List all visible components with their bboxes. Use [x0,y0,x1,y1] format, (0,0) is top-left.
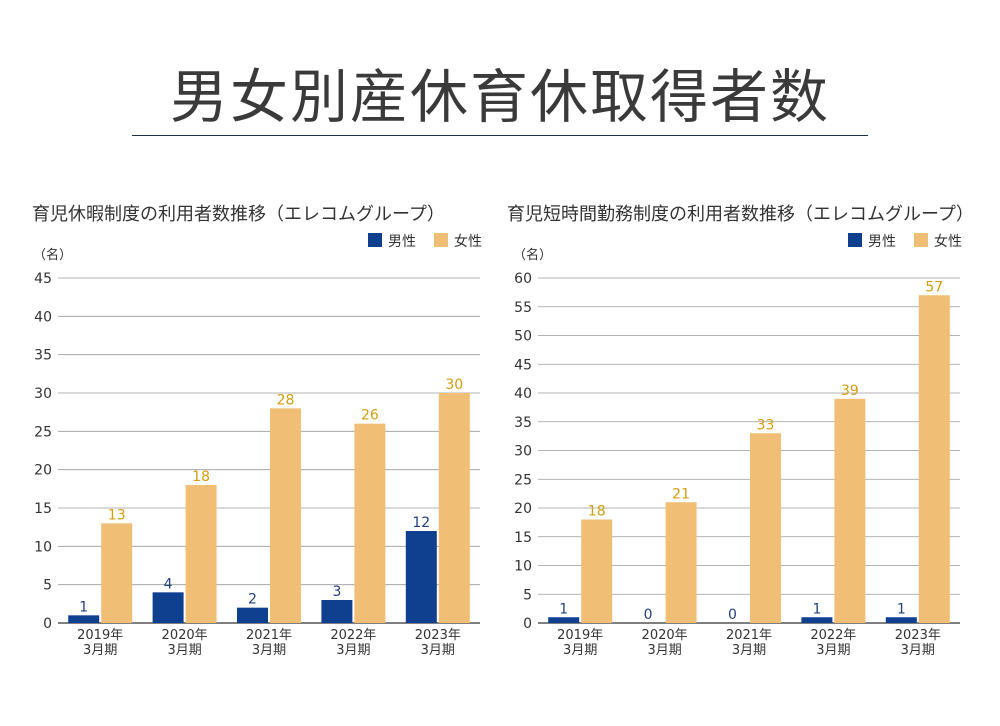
bar [185,485,217,623]
legend-swatch [914,233,928,247]
y-axis-unit-label: （名） [513,247,552,263]
bar [405,531,437,623]
bar [918,295,950,623]
legend-label: 男性 [868,234,896,250]
y-tick-label: 5 [523,587,532,603]
data-label: 30 [445,377,463,393]
y-tick-label: 15 [34,501,52,517]
bar [665,502,697,623]
x-category-label: 2019年 3月期 [77,628,123,658]
bar [438,393,470,623]
y-tick-label: 0 [43,616,52,632]
y-tick-label: 10 [34,539,52,555]
x-category-label: 2020年 3月期 [162,628,208,658]
bar [321,600,353,623]
bar [834,398,866,623]
y-tick-label: 20 [514,501,532,517]
y-axis-unit-label: （名） [33,247,72,263]
data-label: 39 [841,383,859,399]
x-category-label: 2023年 3月期 [895,628,941,658]
bar [885,617,917,623]
title-divider [132,135,868,136]
y-tick-label: 35 [514,415,532,431]
legend-label: 男性 [388,234,416,250]
legend-swatch [368,233,382,247]
y-tick-label: 15 [514,530,532,546]
data-label: 1 [559,601,568,617]
y-tick-label: 30 [514,444,532,460]
y-tick-label: 55 [514,300,532,316]
bar [101,523,133,623]
data-label: 33 [757,417,775,433]
bar [152,592,184,623]
x-category-label: 2021年 3月期 [726,628,772,658]
data-label: 4 [164,576,173,592]
chart-childcare-leave: （名） 0 5 10 15 20 25 30 35 40 45 男性 女性 1 13 2019年 3月期 4 18 2… [33,233,482,658]
y-tick-label: 30 [34,386,52,402]
bar [354,423,386,623]
y-tick-label: 0 [523,616,532,632]
y-tick-label: 5 [43,578,52,594]
page-title: 男女別産休育休取得者数 [169,63,830,131]
y-tick-label: 40 [34,309,52,325]
y-tick-label: 25 [514,472,532,488]
data-label: 13 [108,507,126,523]
data-label: 18 [588,504,606,520]
x-category-label: 2023年 3月期 [415,628,461,658]
y-tick-label: 50 [514,329,532,345]
data-label: 28 [277,392,295,408]
bar [548,617,580,623]
data-label: 0 [644,607,653,623]
data-label: 0 [728,607,737,623]
y-tick-label: 20 [34,463,52,479]
legend-swatch [434,233,448,247]
chart-title-short-hours: 育児短時間勤務制度の利用者数推移（エレコムグループ） [507,204,974,225]
chart-title-childcare-leave: 育児休暇制度の利用者数推移（エレコムグループ） [32,204,445,225]
bar [237,607,268,623]
y-tick-label: 25 [34,424,52,440]
x-category-label: 2021年 3月期 [246,628,292,658]
y-tick-label: 60 [514,271,532,287]
y-tick-label: 35 [34,348,52,364]
x-category-label: 2020年 3月期 [642,628,688,658]
data-label: 26 [361,408,379,424]
legend-label: 女性 [934,233,962,250]
data-label: 21 [672,486,690,502]
legend-swatch [848,233,862,247]
x-category-label: 2022年 3月期 [330,628,376,658]
data-label: 18 [192,469,210,485]
legend-label: 女性 [454,233,482,250]
bar [68,615,100,623]
y-tick-label: 45 [34,271,52,287]
data-label: 1 [79,599,88,615]
data-label: 12 [412,515,430,531]
y-tick-label: 40 [514,386,532,402]
data-label: 57 [925,279,943,295]
data-label: 2 [248,592,257,608]
x-category-label: 2019年 3月期 [557,628,603,658]
data-label: 1 [812,601,821,617]
bar [270,408,301,623]
x-category-label: 2022年 3月期 [810,628,856,658]
bar [750,433,781,623]
data-label: 1 [897,601,906,617]
bar [581,519,613,623]
y-tick-label: 10 [514,559,532,575]
bar [801,617,833,623]
data-label: 3 [332,584,341,600]
y-tick-label: 45 [514,357,532,373]
